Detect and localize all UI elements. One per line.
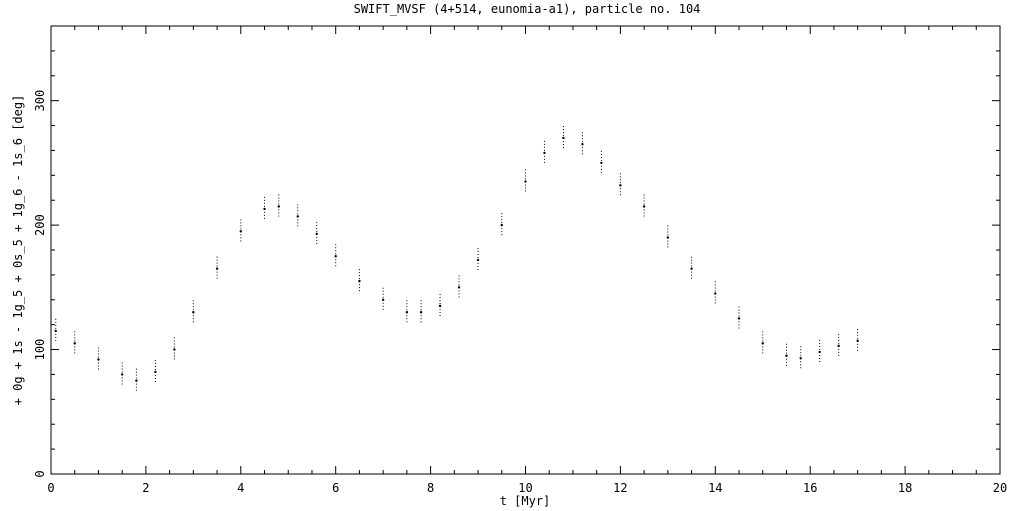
data-point-center <box>785 354 788 357</box>
data-point-center <box>562 136 565 140</box>
data-point-center <box>457 286 461 289</box>
data-point-center <box>315 232 318 236</box>
data-point-center <box>476 258 480 262</box>
y-tick-label: 100 <box>33 339 47 361</box>
x-tick-label: 4 <box>237 481 244 495</box>
data-point-center <box>97 358 100 361</box>
y-tick-label: 0 <box>33 470 47 477</box>
data-point-center <box>334 255 337 258</box>
x-tick-label: 16 <box>803 481 817 495</box>
x-axis-label: t [Myr] <box>500 494 551 508</box>
y-tick-label: 200 <box>33 214 47 236</box>
data-points <box>54 126 859 393</box>
data-point-center <box>543 151 546 155</box>
data-point-center <box>714 292 717 295</box>
axis-ticks <box>50 25 1001 475</box>
data-point-center <box>381 298 385 301</box>
data-point-center <box>761 342 764 345</box>
data-point-center <box>524 180 527 183</box>
data-point-center <box>619 184 622 187</box>
data-point-center <box>737 317 741 320</box>
x-tick-label: 14 <box>708 481 722 495</box>
data-point-center <box>642 205 646 208</box>
data-point-center <box>73 342 76 345</box>
x-tick-label: 8 <box>427 481 434 495</box>
x-tick-label: 10 <box>518 481 532 495</box>
x-tick-label: 2 <box>142 481 149 495</box>
data-point-center <box>419 311 423 314</box>
data-point-center <box>500 223 503 227</box>
data-point-center <box>837 344 840 348</box>
data-point-center <box>296 215 299 218</box>
data-point-center <box>154 370 157 374</box>
data-point-center <box>54 329 57 333</box>
data-point-center <box>263 207 266 211</box>
data-point-center <box>666 236 670 239</box>
x-tick-label: 0 <box>47 481 54 495</box>
data-point-center <box>690 267 693 270</box>
x-tick-labels: 0 2 4 6 8 10 12 14 16 18 20 <box>47 481 1007 495</box>
y-tick-labels: 0 100 200 300 <box>33 90 47 478</box>
data-point-center <box>192 311 195 314</box>
x-tick-label: 20 <box>993 481 1007 495</box>
chart-title: SWIFT_MVSF (4+514, eunomia-a1), particle… <box>354 2 701 16</box>
data-point-center <box>799 357 802 360</box>
data-point-center <box>120 373 124 376</box>
x-tick-label: 12 <box>613 481 627 495</box>
data-point-center <box>581 143 584 146</box>
data-point-center <box>600 161 603 165</box>
data-point-center <box>818 350 821 354</box>
data-point-center <box>135 379 138 382</box>
x-tick-label: 6 <box>332 481 339 495</box>
data-point-center <box>358 279 361 283</box>
data-point-center <box>215 267 219 270</box>
data-point-center <box>173 348 176 351</box>
data-point-center <box>277 205 280 208</box>
x-tick-label: 18 <box>898 481 912 495</box>
plot-frame <box>50 25 1001 475</box>
data-point-center <box>239 230 242 233</box>
data-point-center <box>856 339 859 343</box>
y-axis-label: + 0g + 1s - 1g_5 + 0s_5 + 1g_6 - 1s_6 [d… <box>11 95 25 406</box>
data-point-center <box>438 304 442 308</box>
y-tick-label: 300 <box>33 90 47 112</box>
data-point-center <box>405 311 409 314</box>
